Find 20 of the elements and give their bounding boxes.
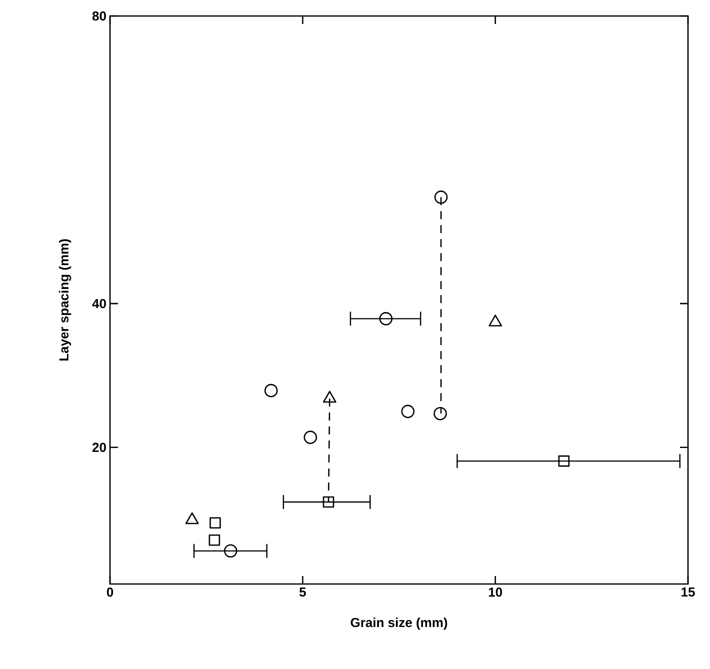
y-tick-label: 40	[92, 298, 106, 308]
x-tick-label: 15	[682, 588, 695, 597]
point	[401, 404, 415, 418]
point	[304, 430, 318, 444]
y-tick-label: 20	[92, 442, 106, 452]
point	[264, 384, 278, 398]
point	[379, 312, 393, 326]
y-tick-label: 80	[92, 11, 106, 21]
point	[434, 190, 448, 204]
x-tick-label: 10	[488, 588, 502, 597]
point	[434, 406, 447, 420]
x-tick-label: 0	[106, 588, 114, 597]
point	[208, 534, 220, 546]
point	[558, 455, 570, 467]
x-tick-label: 5	[299, 588, 306, 597]
x-axis-title: Grain size (mm)	[350, 618, 448, 630]
point	[224, 544, 238, 558]
y-axis-title: Layer spacing (mm)	[58, 239, 72, 361]
point	[322, 496, 334, 508]
point	[210, 517, 221, 529]
